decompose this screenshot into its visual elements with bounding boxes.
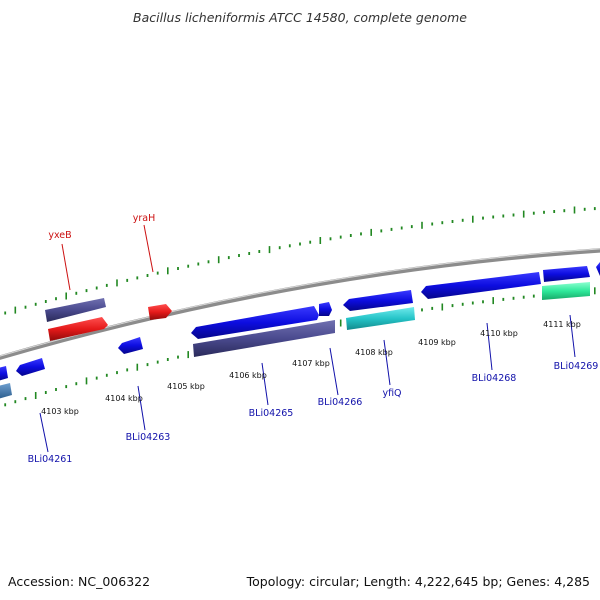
leader-yraH (143, 224, 154, 273)
leader-BLi04268 (486, 322, 493, 371)
gene-arrow-yfiQ-cyan[interactable] (346, 307, 415, 330)
label-leaders (39, 224, 576, 453)
kbp-label: 4104 kbp (105, 394, 143, 403)
gene-arrow-yxeB-red[interactable] (48, 317, 108, 341)
accession-text: Accession: NC_006322 (8, 574, 150, 589)
gene-arrow-right-edge[interactable] (596, 262, 600, 276)
gene-arrow-BLi04263[interactable] (118, 337, 143, 354)
kbp-label: 4105 kbp (167, 382, 205, 391)
gene-label-BLi04263: BLi04263 (126, 432, 171, 443)
gene-arrow-BLi04269-green[interactable] (542, 282, 590, 300)
leader-BLi04261 (39, 412, 49, 453)
kbp-label: 4108 kbp (355, 348, 393, 357)
kbp-label: 4103 kbp (41, 407, 79, 416)
kbp-label: 4109 kbp (418, 338, 456, 347)
gene-label-BLi04268: BLi04268 (472, 373, 517, 384)
scale-ticks-upper (4, 206, 596, 315)
gene-arrow-BLi04266[interactable] (319, 302, 332, 316)
gene-label-BLi04266: BLi04266 (318, 397, 363, 408)
gene-arrow-BLi04268[interactable] (421, 272, 541, 299)
leader-BLi04266 (329, 347, 339, 396)
map-title: Bacillus licheniformis ATCC 14580, compl… (133, 10, 467, 25)
kbp-label: 4111 kbp (543, 320, 581, 329)
gene-label-yraH: yraH (133, 213, 156, 224)
gene-arrow-BLi04269[interactable] (543, 266, 590, 282)
gene-arrow-left-edge[interactable] (0, 366, 8, 381)
gene-label-BLi04269: BLi04269 (554, 361, 599, 372)
leader-BLi04265 (261, 362, 269, 406)
leader-yfiQ (383, 339, 391, 386)
genome-backbone (0, 248, 600, 360)
gene-label-BLi04261: BLi04261 (28, 454, 73, 465)
gene-arrow-left-steel[interactable] (0, 383, 12, 399)
gene-label-yxeB: yxeB (48, 230, 71, 241)
leader-BLi04263 (137, 385, 146, 431)
gene-arrow-yxeB-slate[interactable] (45, 298, 106, 322)
gene-label-yfiQ: yfiQ (382, 388, 401, 399)
kbp-label: 4106 kbp (229, 371, 267, 380)
kbp-label: 4107 kbp (292, 359, 330, 368)
gene-arrow-BLi04265-slate[interactable] (193, 320, 335, 357)
topology-summary-text: Topology: circular; Length: 4,222,645 bp… (246, 574, 590, 589)
kbp-label: 4110 kbp (480, 329, 518, 338)
gene-arrow-yfiQ[interactable] (343, 290, 413, 311)
gene-arrow-BLi04261[interactable] (16, 358, 45, 376)
gene-arrow-yraH[interactable] (148, 304, 172, 320)
leader-yxeB (61, 243, 71, 291)
leader-BLi04269 (569, 314, 576, 358)
gene-label-BLi04265: BLi04265 (249, 408, 294, 419)
gene-yxeB[interactable] (45, 298, 108, 341)
gene-arrow-BLi04265[interactable] (191, 306, 319, 339)
